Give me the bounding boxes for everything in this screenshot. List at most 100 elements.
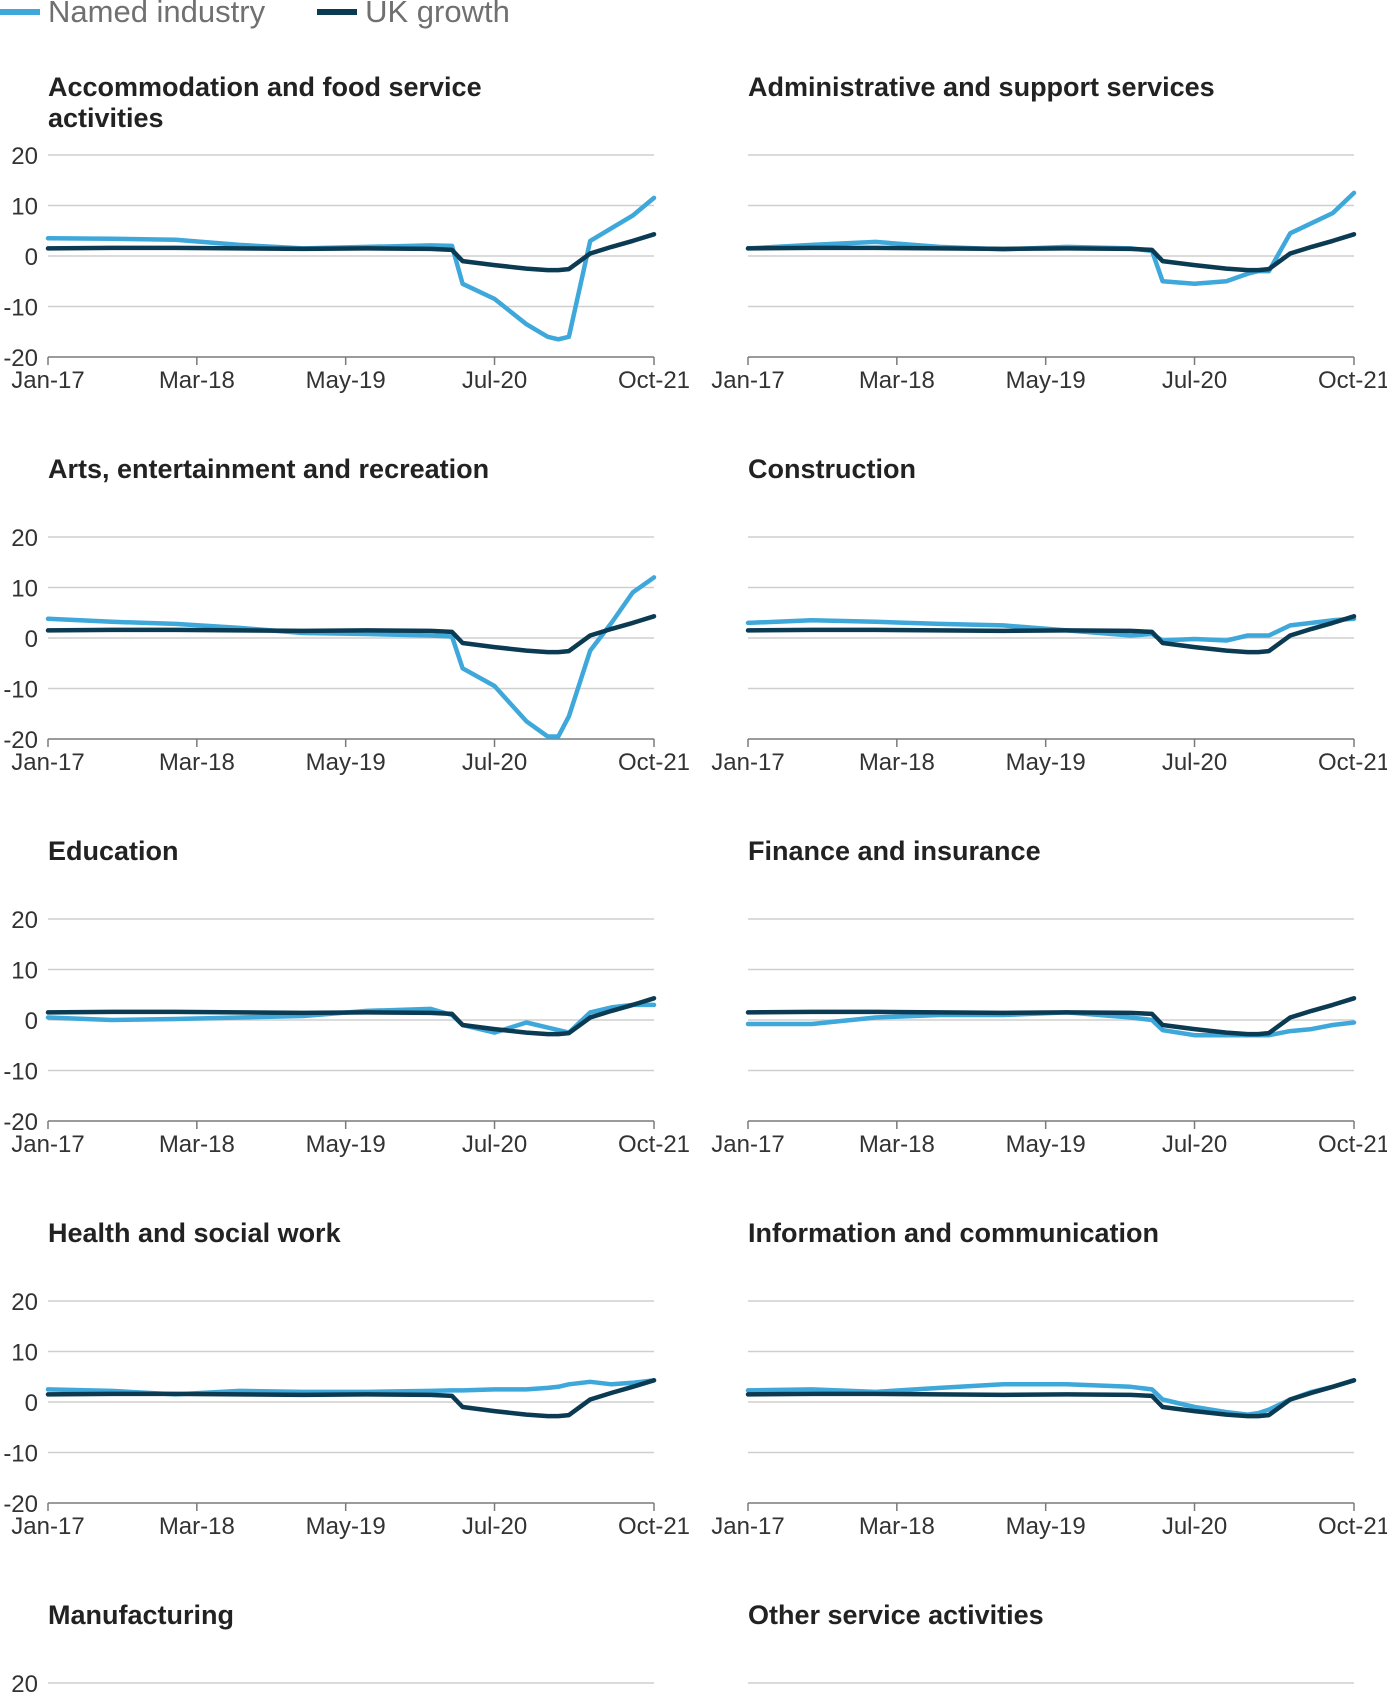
y-tick-label: 10 xyxy=(11,1340,38,1367)
x-tick-label: May-19 xyxy=(1006,749,1086,776)
chart-title-line: Health and social work xyxy=(48,1218,342,1248)
x-tick-label: Jul-20 xyxy=(462,749,527,776)
chart-title: Manufacturing xyxy=(48,1600,234,1630)
x-tick-label: Mar-18 xyxy=(859,367,935,394)
series-line-uk-growth xyxy=(45,996,657,1037)
y-tick-label: 20 xyxy=(11,143,38,170)
x-tick-label: Jan-17 xyxy=(11,749,84,776)
y-tick-label: -20 xyxy=(3,727,38,754)
x-tick-label: Mar-18 xyxy=(159,749,235,776)
chart-title: Construction xyxy=(748,454,916,484)
y-tick-label: 10 xyxy=(11,194,38,221)
chart-title-line: Manufacturing xyxy=(48,1600,234,1630)
x-tick-label: Jan-17 xyxy=(711,1513,784,1540)
y-tick-label: 10 xyxy=(11,958,38,985)
x-tick-label: Oct-21 xyxy=(618,1513,690,1540)
x-tick-label: May-19 xyxy=(306,749,386,776)
y-tick-label: -20 xyxy=(3,345,38,372)
x-tick-label: Jul-20 xyxy=(1162,1513,1227,1540)
x-tick-label: Oct-21 xyxy=(618,749,690,776)
x-tick-label: Mar-18 xyxy=(859,1131,935,1158)
chart-panel: Accommodation and food service activities… xyxy=(3,72,690,394)
legend-label-named-industry: Named industry xyxy=(48,0,266,29)
x-tick-label: Jul-20 xyxy=(462,367,527,394)
chart-panel: Manufacturing 20 xyxy=(11,1600,654,1693)
x-tick-label: Oct-21 xyxy=(1318,367,1387,394)
chart-panel: Construction Jan-17 Mar-18 May-19 Jul-20 Oct-… xyxy=(711,454,1387,776)
x-tick-label: Mar-18 xyxy=(159,1131,235,1158)
series-line-uk-growth xyxy=(745,1378,1357,1419)
y-tick-label: -20 xyxy=(3,1491,38,1518)
x-tick-label: Oct-21 xyxy=(618,1131,690,1158)
chart-title: Information and communication xyxy=(748,1218,1159,1248)
chart-title-line: Education xyxy=(48,836,179,866)
chart-panel: Administrative and support services Jan-1… xyxy=(711,72,1387,394)
legend-label-uk-growth: UK growth xyxy=(365,0,510,29)
x-tick-label: May-19 xyxy=(306,367,386,394)
chart-title: Arts, entertainment and recreation xyxy=(48,454,489,484)
y-tick-label: 10 xyxy=(11,576,38,603)
chart-panel: Information and communication Jan-17 Mar-1… xyxy=(711,1218,1387,1540)
y-tick-label: -10 xyxy=(3,1441,38,1468)
legend-item-uk-growth[interactable]: UK growth xyxy=(317,0,510,30)
x-tick-label: Jul-20 xyxy=(1162,1131,1227,1158)
x-tick-label: Oct-21 xyxy=(1318,749,1387,776)
x-tick-label: Jan-17 xyxy=(11,1131,84,1158)
x-tick-label: May-19 xyxy=(306,1513,386,1540)
x-tick-label: Jan-17 xyxy=(11,1513,84,1540)
chart-title: Education xyxy=(48,836,179,866)
legend-item-named-industry[interactable]: Named industry xyxy=(0,0,265,30)
y-tick-label: 20 xyxy=(11,1289,38,1316)
chart-title-line: activities xyxy=(48,103,164,133)
chart-title-line: Administrative and support services xyxy=(748,72,1215,102)
series-line-uk-growth xyxy=(45,232,657,273)
y-tick-label: 20 xyxy=(11,907,38,934)
series-line-named-industry xyxy=(745,616,1357,643)
series-line-uk-growth xyxy=(745,614,1357,655)
x-tick-label: May-19 xyxy=(1006,1131,1086,1158)
y-tick-label: 0 xyxy=(25,244,38,271)
x-tick-label: Jan-17 xyxy=(711,749,784,776)
x-tick-label: May-19 xyxy=(306,1131,386,1158)
y-tick-label: -10 xyxy=(3,295,38,322)
chart-title-line: Other service activities xyxy=(748,1600,1044,1630)
y-tick-label: -20 xyxy=(3,1109,38,1136)
x-tick-label: Mar-18 xyxy=(859,1513,935,1540)
chart-title: Accommodation and food service activities xyxy=(48,72,482,133)
series-line-named-industry xyxy=(745,1010,1357,1038)
x-tick-label: Mar-18 xyxy=(859,749,935,776)
x-tick-label: Jan-17 xyxy=(11,367,84,394)
series-line-named-industry xyxy=(745,1378,1357,1417)
chart-title: Health and social work xyxy=(48,1218,342,1248)
chart-title: Finance and insurance xyxy=(748,836,1041,866)
y-tick-label: 0 xyxy=(25,1008,38,1035)
chart-title: Administrative and support services xyxy=(748,72,1215,102)
chart-title-line: Arts, entertainment and recreation xyxy=(48,454,489,484)
legend: Named industry UK growth xyxy=(0,0,562,32)
y-tick-label: 20 xyxy=(11,525,38,552)
legend-swatch-named-industry xyxy=(0,9,40,15)
series-line-named-industry xyxy=(45,575,657,739)
x-tick-label: Oct-21 xyxy=(1318,1131,1387,1158)
x-tick-label: Mar-18 xyxy=(159,1513,235,1540)
series-line-named-industry xyxy=(45,1378,657,1397)
x-tick-label: Jul-20 xyxy=(462,1513,527,1540)
series-line-uk-growth xyxy=(45,1378,657,1419)
x-tick-label: Jul-20 xyxy=(1162,749,1227,776)
y-tick-label: -10 xyxy=(3,1059,38,1086)
legend-swatch-uk-growth xyxy=(317,9,358,15)
y-tick-label: 0 xyxy=(25,626,38,653)
x-tick-label: Mar-18 xyxy=(159,367,235,394)
chart-title-line: Construction xyxy=(748,454,916,484)
series-line-named-industry xyxy=(45,1002,657,1035)
series-line-uk-growth xyxy=(745,996,1357,1037)
y-tick-label: -10 xyxy=(3,677,38,704)
x-tick-label: May-19 xyxy=(1006,1513,1086,1540)
y-tick-label: 0 xyxy=(25,1390,38,1417)
series-line-uk-growth xyxy=(745,232,1357,273)
chart-title-line: Information and communication xyxy=(748,1218,1159,1248)
x-tick-label: Jan-17 xyxy=(711,367,784,394)
